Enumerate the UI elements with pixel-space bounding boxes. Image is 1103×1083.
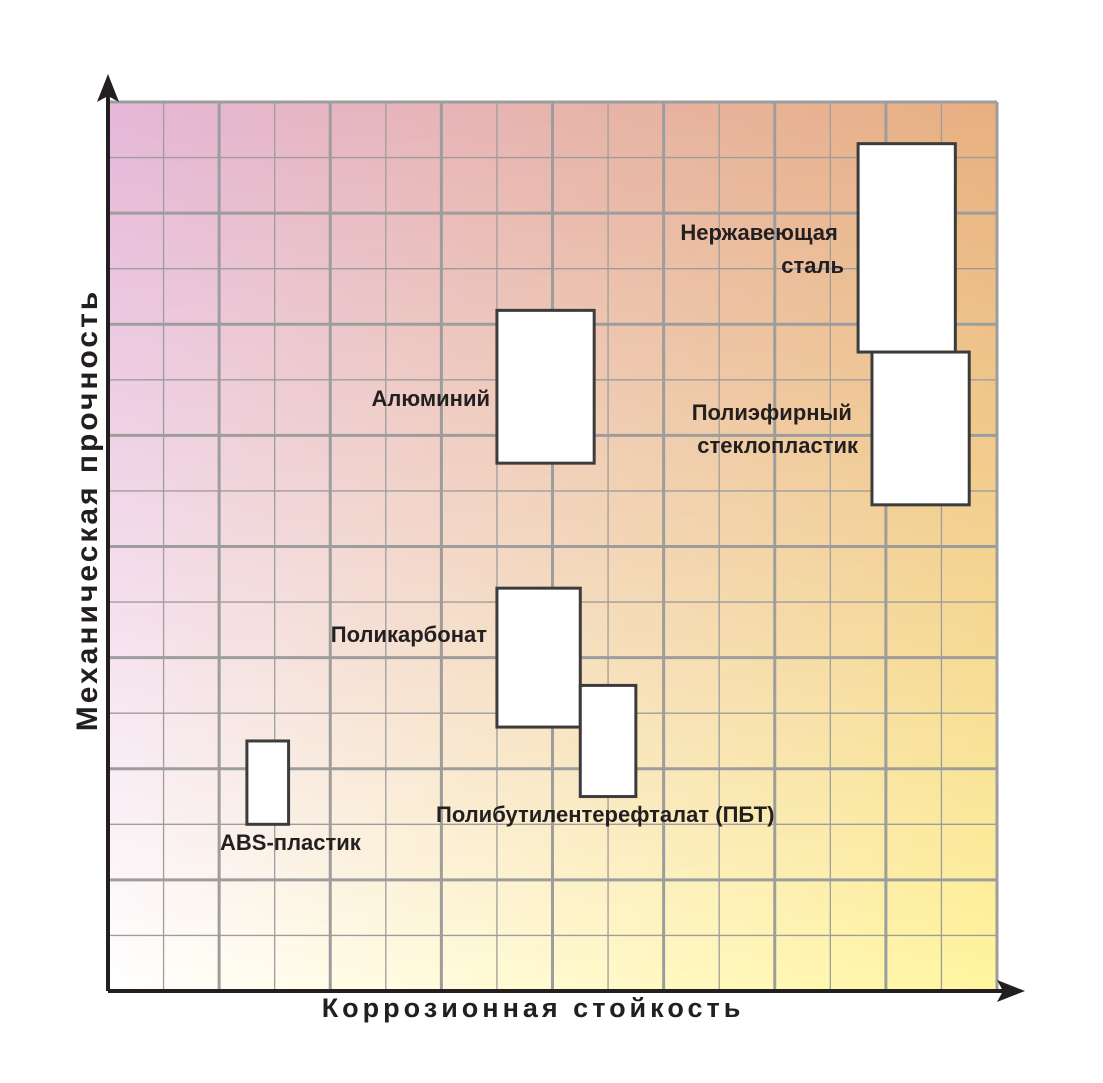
material-box [870,350,971,507]
label-fiberglass: Полиэфирный стеклопластик [692,400,859,458]
label-polycarbonate: Поликарбонат [331,622,487,647]
label-stainless-line2: сталь [781,253,844,278]
label-stainless-line1: Нержавеющая [680,220,838,245]
label-abs: ABS-пластик [220,830,362,855]
label-fiberglass-line2: стеклопластик [697,433,859,458]
material-box [578,683,638,799]
y-axis-arrow-icon [97,74,119,102]
x-axis-label: Коррозионная стойкость [322,993,745,1023]
label-stainless: Нержавеющая сталь [680,220,844,278]
axes [97,74,1025,1002]
label-aluminium: Алюминий [372,386,491,411]
material-boxes [245,142,971,826]
material-box [856,142,957,354]
label-pbt: Полибутилентерефталат (ПБТ) [436,802,774,827]
grid [106,100,999,993]
y-axis-label: Механическая прочность [71,289,104,731]
material-box [495,308,596,465]
x-axis-arrow-icon [997,980,1025,1002]
material-box [245,739,291,826]
material-box [495,586,582,729]
material-labels: ABS-пластик Поликарбонат Полибутилентере… [220,220,859,855]
label-fiberglass-line1: Полиэфирный [692,400,852,425]
